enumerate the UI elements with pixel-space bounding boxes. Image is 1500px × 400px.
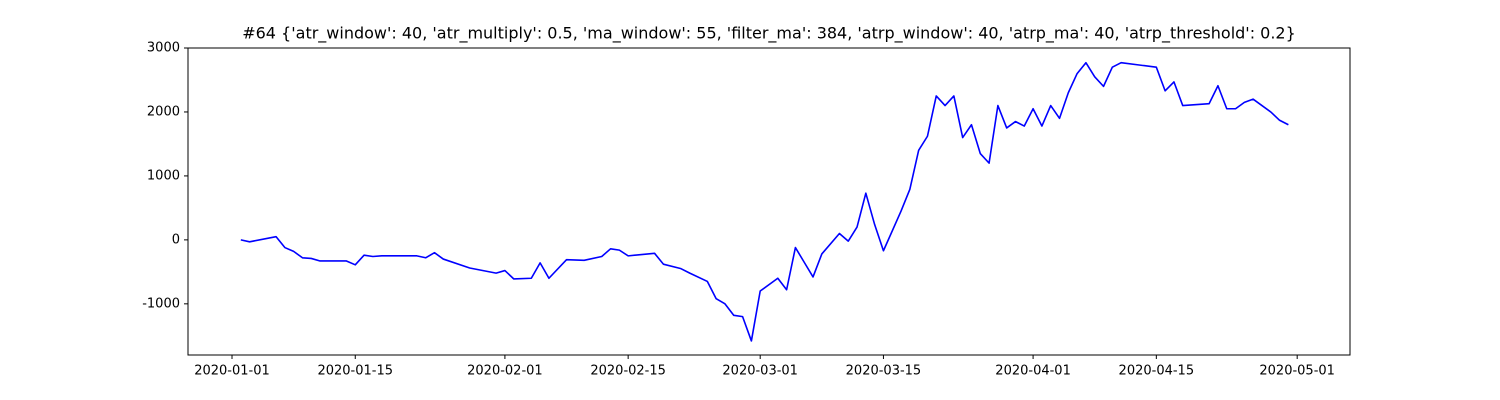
y-tick-label: 0 xyxy=(172,232,180,247)
line-series xyxy=(240,61,1289,342)
x-tick-label: 2020-03-01 xyxy=(722,364,798,379)
x-tick-label: 2020-02-15 xyxy=(590,364,666,379)
x-tick-label: 2020-04-01 xyxy=(995,364,1071,379)
x-tick-label: 2020-05-01 xyxy=(1259,364,1335,379)
x-tick-label: 2020-03-15 xyxy=(846,364,922,379)
y-tick-label: -1000 xyxy=(142,296,180,311)
y-tick-label: 1000 xyxy=(147,168,180,183)
x-tick-label: 2020-02-01 xyxy=(467,364,543,379)
chart-title: #64 {'atr_window': 40, 'atr_multiply': 0… xyxy=(242,24,1296,44)
y-tick-label: 3000 xyxy=(147,41,180,56)
x-tick-label: 2020-04-15 xyxy=(1119,364,1195,379)
x-tick-label: 2020-01-15 xyxy=(317,364,393,379)
plot-frame xyxy=(187,47,1351,356)
y-tick-label: 2000 xyxy=(147,104,180,119)
x-tick-label: 2020-01-01 xyxy=(194,364,270,379)
